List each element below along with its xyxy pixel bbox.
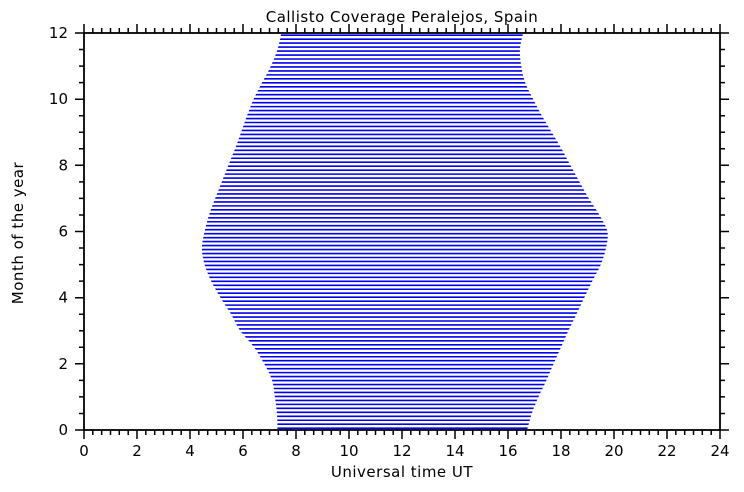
plot-frame <box>83 32 721 431</box>
x-tick-label: 20 <box>604 442 623 460</box>
x-tick-label: 14 <box>445 442 464 460</box>
y-tick-label: 0 <box>58 421 68 439</box>
chart-title: Callisto Coverage Peralejos, Spain <box>265 8 539 26</box>
x-tick-label: 18 <box>551 442 570 460</box>
x-tick-label: 6 <box>238 442 248 460</box>
y-tick-label: 6 <box>58 223 68 241</box>
x-tick-label: 8 <box>291 442 301 460</box>
y-tick-label: 2 <box>58 355 68 373</box>
x-tick-label: 12 <box>392 442 411 460</box>
coverage-hatch-area <box>201 34 608 429</box>
x-tick-label: 10 <box>339 442 358 460</box>
x-tick-label: 22 <box>657 442 676 460</box>
x-tick-label: 24 <box>710 442 729 460</box>
y-tick-label: 4 <box>58 289 68 307</box>
x-tick-label: 2 <box>132 442 142 460</box>
y-axis-title: Month of the year <box>9 161 27 305</box>
x-tick-label: 4 <box>185 442 195 460</box>
y-tick-label: 10 <box>49 90 68 108</box>
axis-ticks <box>75 24 729 439</box>
x-tick-label: 16 <box>498 442 517 460</box>
x-tick-label: 0 <box>79 442 89 460</box>
x-axis-title: Universal time UT <box>330 463 474 481</box>
coverage-hatch-lines <box>201 34 608 429</box>
y-tick-label: 8 <box>58 156 68 174</box>
y-tick-label: 12 <box>49 24 68 42</box>
